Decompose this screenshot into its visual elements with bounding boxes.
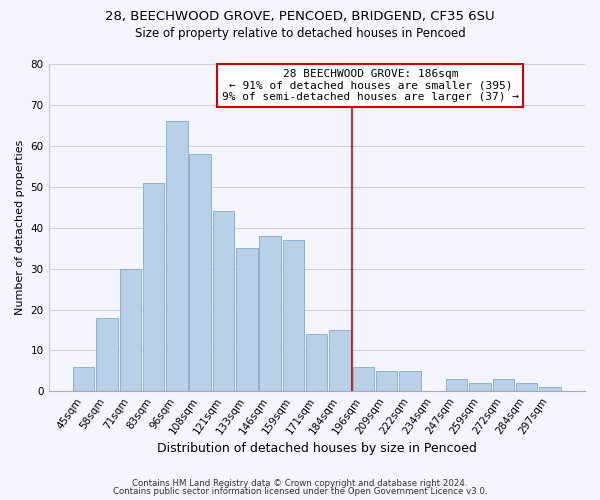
Text: 28, BEECHWOOD GROVE, PENCOED, BRIDGEND, CF35 6SU: 28, BEECHWOOD GROVE, PENCOED, BRIDGEND, … <box>105 10 495 23</box>
X-axis label: Distribution of detached houses by size in Pencoed: Distribution of detached houses by size … <box>157 442 477 455</box>
Bar <box>376 371 397 392</box>
Bar <box>493 379 514 392</box>
Bar <box>119 268 141 392</box>
Bar <box>469 383 491 392</box>
Bar <box>96 318 118 392</box>
Text: Contains public sector information licensed under the Open Government Licence v3: Contains public sector information licen… <box>113 487 487 496</box>
Bar <box>259 236 281 392</box>
Bar <box>283 240 304 392</box>
Y-axis label: Number of detached properties: Number of detached properties <box>15 140 25 316</box>
Bar <box>353 367 374 392</box>
Bar <box>399 371 421 392</box>
Text: Size of property relative to detached houses in Pencoed: Size of property relative to detached ho… <box>134 28 466 40</box>
Bar <box>166 122 188 392</box>
Bar <box>306 334 328 392</box>
Bar <box>539 387 560 392</box>
Text: 28 BEECHWOOD GROVE: 186sqm
← 91% of detached houses are smaller (395)
9% of semi: 28 BEECHWOOD GROVE: 186sqm ← 91% of deta… <box>222 69 519 102</box>
Bar <box>236 248 257 392</box>
Text: Contains HM Land Registry data © Crown copyright and database right 2024.: Contains HM Land Registry data © Crown c… <box>132 478 468 488</box>
Bar <box>516 383 538 392</box>
Bar <box>329 330 351 392</box>
Bar <box>190 154 211 392</box>
Bar <box>143 182 164 392</box>
Bar <box>213 212 234 392</box>
Bar <box>446 379 467 392</box>
Bar <box>73 367 94 392</box>
